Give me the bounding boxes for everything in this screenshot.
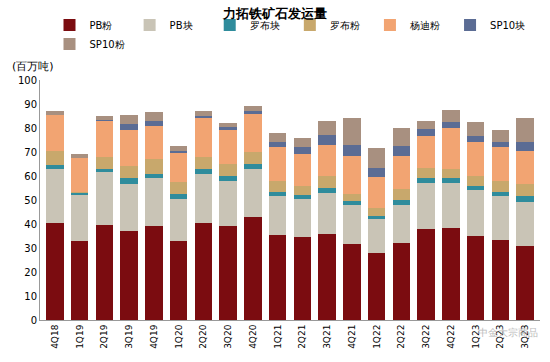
svg-text:SP10粉: SP10粉	[90, 39, 125, 50]
svg-text:1Q22: 1Q22	[372, 325, 382, 349]
svg-text:2Q21: 2Q21	[297, 325, 307, 349]
svg-text:罗布块: 罗布块	[250, 20, 280, 31]
svg-text:80: 80	[24, 123, 37, 134]
svg-text:4Q22: 4Q22	[446, 325, 456, 349]
svg-text:10: 10	[24, 291, 37, 302]
svg-text:60: 60	[24, 171, 37, 182]
svg-text:3Q21: 3Q21	[322, 325, 332, 349]
svg-text:1Q20: 1Q20	[174, 324, 184, 349]
svg-text:4Q18: 4Q18	[50, 324, 60, 349]
svg-text:PB块: PB块	[170, 20, 193, 31]
svg-text:100: 100	[18, 75, 37, 86]
svg-text:2Q19: 2Q19	[99, 324, 109, 349]
svg-text:70: 70	[24, 147, 37, 158]
svg-text:4Q21: 4Q21	[347, 325, 357, 349]
svg-text:40: 40	[24, 219, 37, 230]
svg-text:中金大宗商品: 中金大宗商品	[478, 327, 538, 338]
svg-text:3Q19: 3Q19	[124, 324, 134, 349]
svg-text:3Q22: 3Q22	[421, 325, 431, 349]
svg-text:1Q23: 1Q23	[471, 325, 481, 349]
svg-text:3Q20: 3Q20	[223, 324, 233, 349]
svg-text:4Q20: 4Q20	[248, 324, 258, 349]
svg-text:2Q20: 2Q20	[198, 324, 208, 349]
svg-text:4Q19: 4Q19	[149, 324, 159, 349]
svg-text:杨迪粉: 杨迪粉	[409, 20, 440, 31]
svg-text:SP10块: SP10块	[490, 20, 525, 31]
svg-text:3Q23: 3Q23	[520, 325, 530, 349]
svg-text:0: 0	[31, 315, 37, 326]
svg-text:1Q19: 1Q19	[75, 324, 85, 349]
svg-text:50: 50	[24, 195, 37, 206]
svg-text:罗布粉: 罗布粉	[330, 20, 360, 31]
svg-text:2Q22: 2Q22	[396, 325, 406, 349]
svg-text:1Q21: 1Q21	[273, 325, 283, 349]
svg-text:30: 30	[24, 243, 37, 254]
svg-text:20: 20	[24, 267, 37, 278]
svg-text:90: 90	[24, 99, 37, 110]
svg-text:2Q23: 2Q23	[495, 325, 505, 349]
svg-text:力拓铁矿石发运量: 力拓铁矿石发运量	[222, 6, 327, 21]
svg-text:(百万吨): (百万吨)	[12, 60, 54, 73]
svg-text:PB粉: PB粉	[90, 20, 113, 31]
